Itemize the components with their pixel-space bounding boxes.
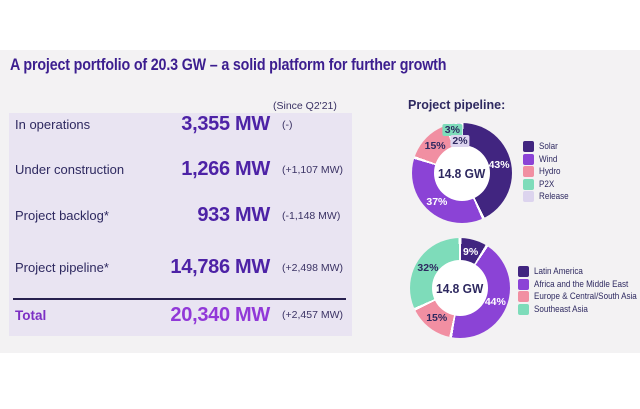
legend-swatch [518,291,529,303]
legend-swatch [523,178,534,190]
legend-item: P2X [523,178,574,191]
row-delta-in-operations: (-) [282,119,293,131]
legend-swatch [518,266,529,278]
legend-label: Solar [539,141,558,153]
row-value-project-backlog: 933 MW [197,204,270,226]
row-label-total: Total [15,308,47,323]
legend-label: Southeast Asia [534,303,588,315]
row-delta-under-construction: (+1,107 MW) [282,164,343,176]
donut-center-label: 14.8 GW [438,165,486,181]
legend-label: Africa and the Middle East [534,278,629,290]
row-label-in-operations: In operations [15,117,91,132]
row-label-project-backlog: Project backlog* [15,208,109,223]
row-label-under-construction: Under construction [15,162,125,177]
legend-label: Wind [539,153,558,165]
row-delta-project-backlog: (-1,148 MW) [282,210,341,222]
donut-slice-label: 37% [426,195,448,208]
row-label-project-pipeline: Project pipeline* [15,260,109,275]
donut-slice-label: 43% [488,158,510,171]
donut-slice-label: 44% [484,295,506,308]
row-delta-total: (+2,457 MW) [282,309,343,321]
legend-item: Europe & Central/South Asia [518,291,640,303]
row-value-total: 20,340 MW [170,304,270,326]
row-value-project-pipeline: 14,786 MW [170,256,270,278]
legend-swatch [523,141,534,153]
legend-item: Solar [523,141,574,153]
total-divider-line [13,298,346,300]
legend-item: Latin America [518,266,640,278]
donut-slice-label: 3% [442,124,462,137]
charts-heading: Project pipeline: [408,98,506,112]
legend-swatch [523,166,534,178]
donut-slice-label: 15% [426,312,448,325]
technology-legend: Solar Wind Hydro P2X Release [523,141,574,204]
region-donut-chart: 14.8 GW 9% 44% 15% 32% [410,238,510,338]
table-header-since-note: (Since Q2'21) [273,100,337,112]
legend-item: Wind [523,153,574,166]
legend-label: Hydro [539,166,561,178]
donut-slice-label: 9% [463,245,479,258]
region-legend: Latin America Africa and the Middle East E… [518,266,640,316]
technology-donut-chart: 14.8 GW 43% 37% 15% 3% 2% [412,123,512,223]
legend-item: Africa and the Middle East [518,278,640,291]
portfolio-table-panel [9,113,352,336]
legend-swatch [523,191,534,203]
donut-center-label: 14.8 GW [436,280,484,296]
legend-item: Hydro [523,166,574,178]
legend-item: Release [523,191,574,203]
row-value-in-operations: 3,355 MW [181,113,270,135]
legend-item: Southeast Asia [518,303,640,316]
legend-label: P2X [539,178,555,190]
donut-hole: 14.8 GW [432,260,488,316]
donut-slice-label: 2% [450,135,470,148]
row-value-under-construction: 1,266 MW [181,158,270,180]
legend-swatch [518,303,529,315]
legend-label: Release [539,191,569,203]
legend-label: Europe & Central/South Asia [534,291,637,303]
page-title: A project portfolio of 20.3 GW – a solid… [10,55,447,74]
donut-hole: 14.8 GW [434,145,490,201]
donut-slice-label: 15% [424,140,446,153]
legend-swatch [518,278,529,290]
legend-swatch [523,153,534,165]
row-delta-project-pipeline: (+2,498 MW) [282,262,343,274]
legend-label: Latin America [534,266,583,278]
donut-slice-label: 32% [417,261,439,274]
